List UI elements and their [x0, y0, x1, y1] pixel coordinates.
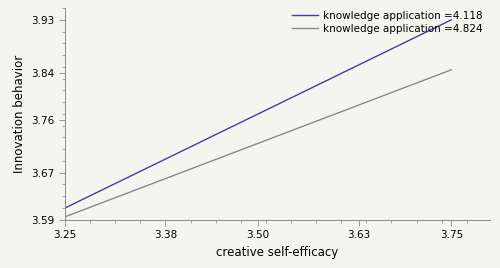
X-axis label: creative self-efficacy: creative self-efficacy	[216, 246, 338, 259]
Legend: knowledge application =4.118, knowledge application =4.824: knowledge application =4.118, knowledge …	[290, 9, 485, 36]
Y-axis label: Innovation behavior: Innovation behavior	[13, 55, 26, 173]
